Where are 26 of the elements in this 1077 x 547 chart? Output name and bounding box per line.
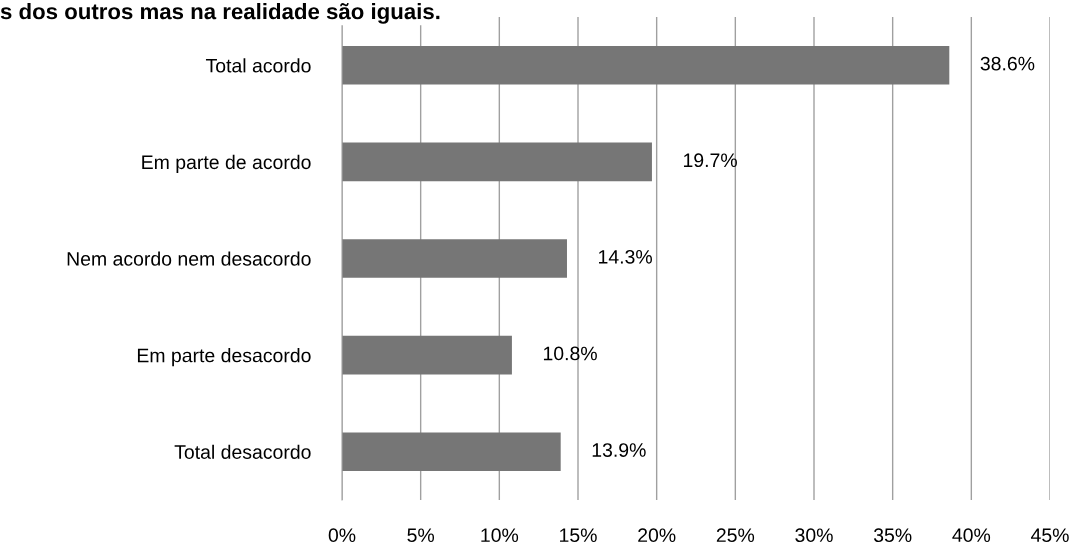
y-tick-label: Nem acordo nem desacordo — [67, 251, 311, 266]
y-tick-label: Em parte de acordo — [142, 154, 311, 173]
x-tick-label: 30% — [795, 528, 833, 543]
x-tick-label: 35% — [873, 528, 912, 543]
data-label: 13.9% — [592, 443, 646, 457]
bar — [342, 432, 561, 472]
x-tick-label: 0% — [328, 528, 356, 543]
x-tick-label: 45% — [1030, 528, 1069, 543]
bar — [342, 142, 652, 182]
x-tick-label: 15% — [560, 528, 597, 543]
data-label: 38.6% — [980, 56, 1035, 71]
data-label: 14.3% — [599, 249, 652, 264]
bar — [342, 45, 950, 85]
x-tick-label: 5% — [407, 528, 435, 543]
x-tick-label: 25% — [716, 528, 755, 543]
chart-title: s dos outros mas na realidade são iguais. — [0, 3, 440, 24]
y-tick-label: Total desacordo — [174, 444, 311, 459]
x-tick-label: 10% — [481, 528, 519, 543]
y-tick-label: Total acordo — [205, 58, 311, 73]
bar — [342, 335, 512, 375]
data-label: 19.7% — [683, 153, 737, 168]
y-tick-label: Em parte desacordo — [137, 348, 311, 367]
data-label: 10.8% — [543, 346, 597, 361]
x-tick-label: 40% — [952, 528, 991, 543]
bar — [342, 239, 567, 278]
x-tick-label: 20% — [638, 528, 676, 543]
